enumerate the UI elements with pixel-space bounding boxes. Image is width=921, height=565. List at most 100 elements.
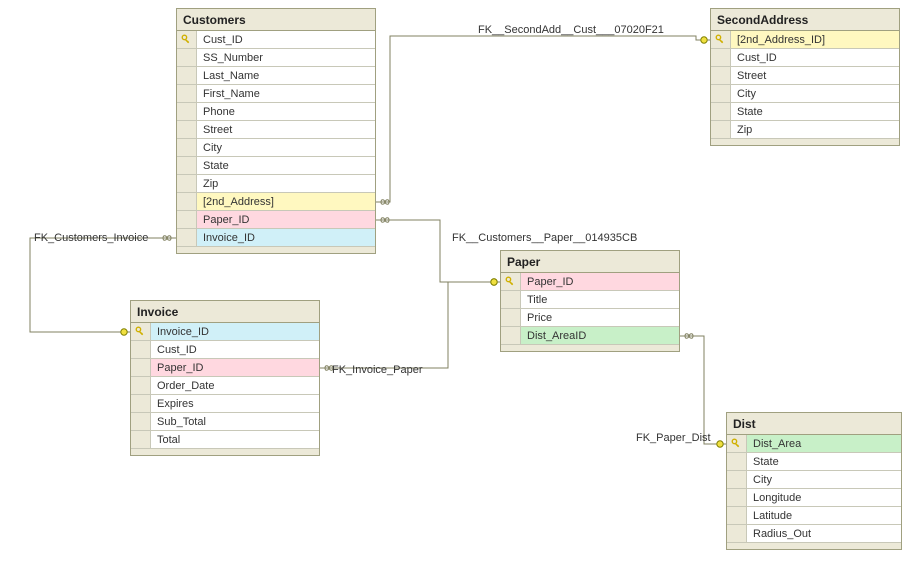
column-row[interactable]: Paper_ID xyxy=(131,359,319,377)
key-col-empty xyxy=(177,49,197,66)
entity-secondAddress[interactable]: SecondAddress[2nd_Address_ID]Cust_IDStre… xyxy=(710,8,900,146)
column-name: City xyxy=(197,139,375,156)
column-row[interactable]: Paper_ID xyxy=(501,273,679,291)
key-col-empty xyxy=(177,193,197,210)
column-name: Cust_ID xyxy=(197,31,375,48)
entity-paper[interactable]: PaperPaper_IDTitlePriceDist_AreaID xyxy=(500,250,680,352)
entity-title[interactable]: SecondAddress xyxy=(711,9,899,31)
column-row[interactable]: Street xyxy=(177,121,375,139)
key-col-empty xyxy=(131,413,151,430)
entity-footer xyxy=(501,345,679,351)
column-row[interactable]: Longitude xyxy=(727,489,901,507)
column-row[interactable]: [2nd_Address] xyxy=(177,193,375,211)
column-row[interactable]: Invoice_ID xyxy=(131,323,319,341)
relationship-label: FK_Customers_Invoice xyxy=(34,232,148,244)
column-row[interactable]: Total xyxy=(131,431,319,449)
column-row[interactable]: Latitude xyxy=(727,507,901,525)
column-row[interactable]: Cust_ID xyxy=(131,341,319,359)
column-row[interactable]: State xyxy=(177,157,375,175)
entity-invoice[interactable]: InvoiceInvoice_IDCust_IDPaper_IDOrder_Da… xyxy=(130,300,320,456)
column-name: Radius_Out xyxy=(747,525,901,542)
column-row[interactable]: Dist_AreaID xyxy=(501,327,679,345)
column-name: State xyxy=(731,103,899,120)
column-name: City xyxy=(731,85,899,102)
primary-key-icon xyxy=(711,31,731,48)
column-row[interactable]: Last_Name xyxy=(177,67,375,85)
key-col-empty xyxy=(177,85,197,102)
column-name: Total xyxy=(151,431,319,448)
column-name: Longitude xyxy=(747,489,901,506)
entity-title[interactable]: Invoice xyxy=(131,301,319,323)
column-row[interactable]: Dist_Area xyxy=(727,435,901,453)
column-name: First_Name xyxy=(197,85,375,102)
key-col-empty xyxy=(177,211,197,228)
column-row[interactable]: [2nd_Address_ID] xyxy=(711,31,899,49)
column-name: Sub_Total xyxy=(151,413,319,430)
relationship-label: FK_Paper_Dist xyxy=(636,432,711,444)
column-row[interactable]: Expires xyxy=(131,395,319,413)
column-row[interactable]: Price xyxy=(501,309,679,327)
column-name: [2nd_Address_ID] xyxy=(731,31,899,48)
column-row[interactable]: City xyxy=(711,85,899,103)
column-row[interactable]: Phone xyxy=(177,103,375,121)
column-row[interactable]: City xyxy=(727,471,901,489)
column-name: Cust_ID xyxy=(151,341,319,358)
column-name: Latitude xyxy=(747,507,901,524)
entity-dist[interactable]: DistDist_AreaStateCityLongitudeLatitudeR… xyxy=(726,412,902,550)
entity-customers[interactable]: CustomersCust_IDSS_NumberLast_NameFirst_… xyxy=(176,8,376,254)
column-row[interactable]: Title xyxy=(501,291,679,309)
column-name: Street xyxy=(731,67,899,84)
key-col-empty xyxy=(131,377,151,394)
column-row[interactable]: Paper_ID xyxy=(177,211,375,229)
key-col-empty xyxy=(131,431,151,448)
column-row[interactable]: Cust_ID xyxy=(711,49,899,67)
column-name: Title xyxy=(521,291,679,308)
column-name: Paper_ID xyxy=(197,211,375,228)
key-col-empty xyxy=(177,175,197,192)
column-row[interactable]: Sub_Total xyxy=(131,413,319,431)
column-name: Invoice_ID xyxy=(197,229,375,246)
key-col-empty xyxy=(177,157,197,174)
column-name: Invoice_ID xyxy=(151,323,319,340)
column-name: State xyxy=(197,157,375,174)
primary-key-icon xyxy=(177,31,197,48)
key-col-empty xyxy=(177,229,197,246)
column-row[interactable]: Radius_Out xyxy=(727,525,901,543)
column-name: Paper_ID xyxy=(151,359,319,376)
column-row[interactable]: State xyxy=(711,103,899,121)
key-col-empty xyxy=(727,489,747,506)
key-col-empty xyxy=(177,139,197,156)
key-col-empty xyxy=(711,103,731,120)
column-row[interactable]: Order_Date xyxy=(131,377,319,395)
column-name: Last_Name xyxy=(197,67,375,84)
column-row[interactable]: Zip xyxy=(711,121,899,139)
column-row[interactable]: Cust_ID xyxy=(177,31,375,49)
key-col-empty xyxy=(727,507,747,524)
entity-title[interactable]: Paper xyxy=(501,251,679,273)
key-col-empty xyxy=(711,121,731,138)
column-name: Street xyxy=(197,121,375,138)
key-col-empty xyxy=(727,471,747,488)
column-row[interactable]: City xyxy=(177,139,375,157)
relationship-label: FK_Invoice_Paper xyxy=(332,364,423,376)
relationship-label: FK__SecondAdd__Cust___07020F21 xyxy=(478,24,664,36)
column-row[interactable]: Invoice_ID xyxy=(177,229,375,247)
primary-key-icon xyxy=(131,323,151,340)
column-row[interactable]: First_Name xyxy=(177,85,375,103)
relationship-label: FK__Customers__Paper__014935CB xyxy=(452,232,637,244)
column-row[interactable]: Zip xyxy=(177,175,375,193)
column-row[interactable]: Street xyxy=(711,67,899,85)
column-name: Dist_Area xyxy=(747,435,901,452)
entity-title[interactable]: Dist xyxy=(727,413,901,435)
column-row[interactable]: SS_Number xyxy=(177,49,375,67)
key-col-empty xyxy=(711,85,731,102)
entity-title[interactable]: Customers xyxy=(177,9,375,31)
key-col-empty xyxy=(727,453,747,470)
key-col-empty xyxy=(177,103,197,120)
column-row[interactable]: State xyxy=(727,453,901,471)
key-col-empty xyxy=(501,327,521,344)
primary-key-icon xyxy=(501,273,521,290)
column-name: SS_Number xyxy=(197,49,375,66)
column-name: City xyxy=(747,471,901,488)
key-col-empty xyxy=(131,359,151,376)
